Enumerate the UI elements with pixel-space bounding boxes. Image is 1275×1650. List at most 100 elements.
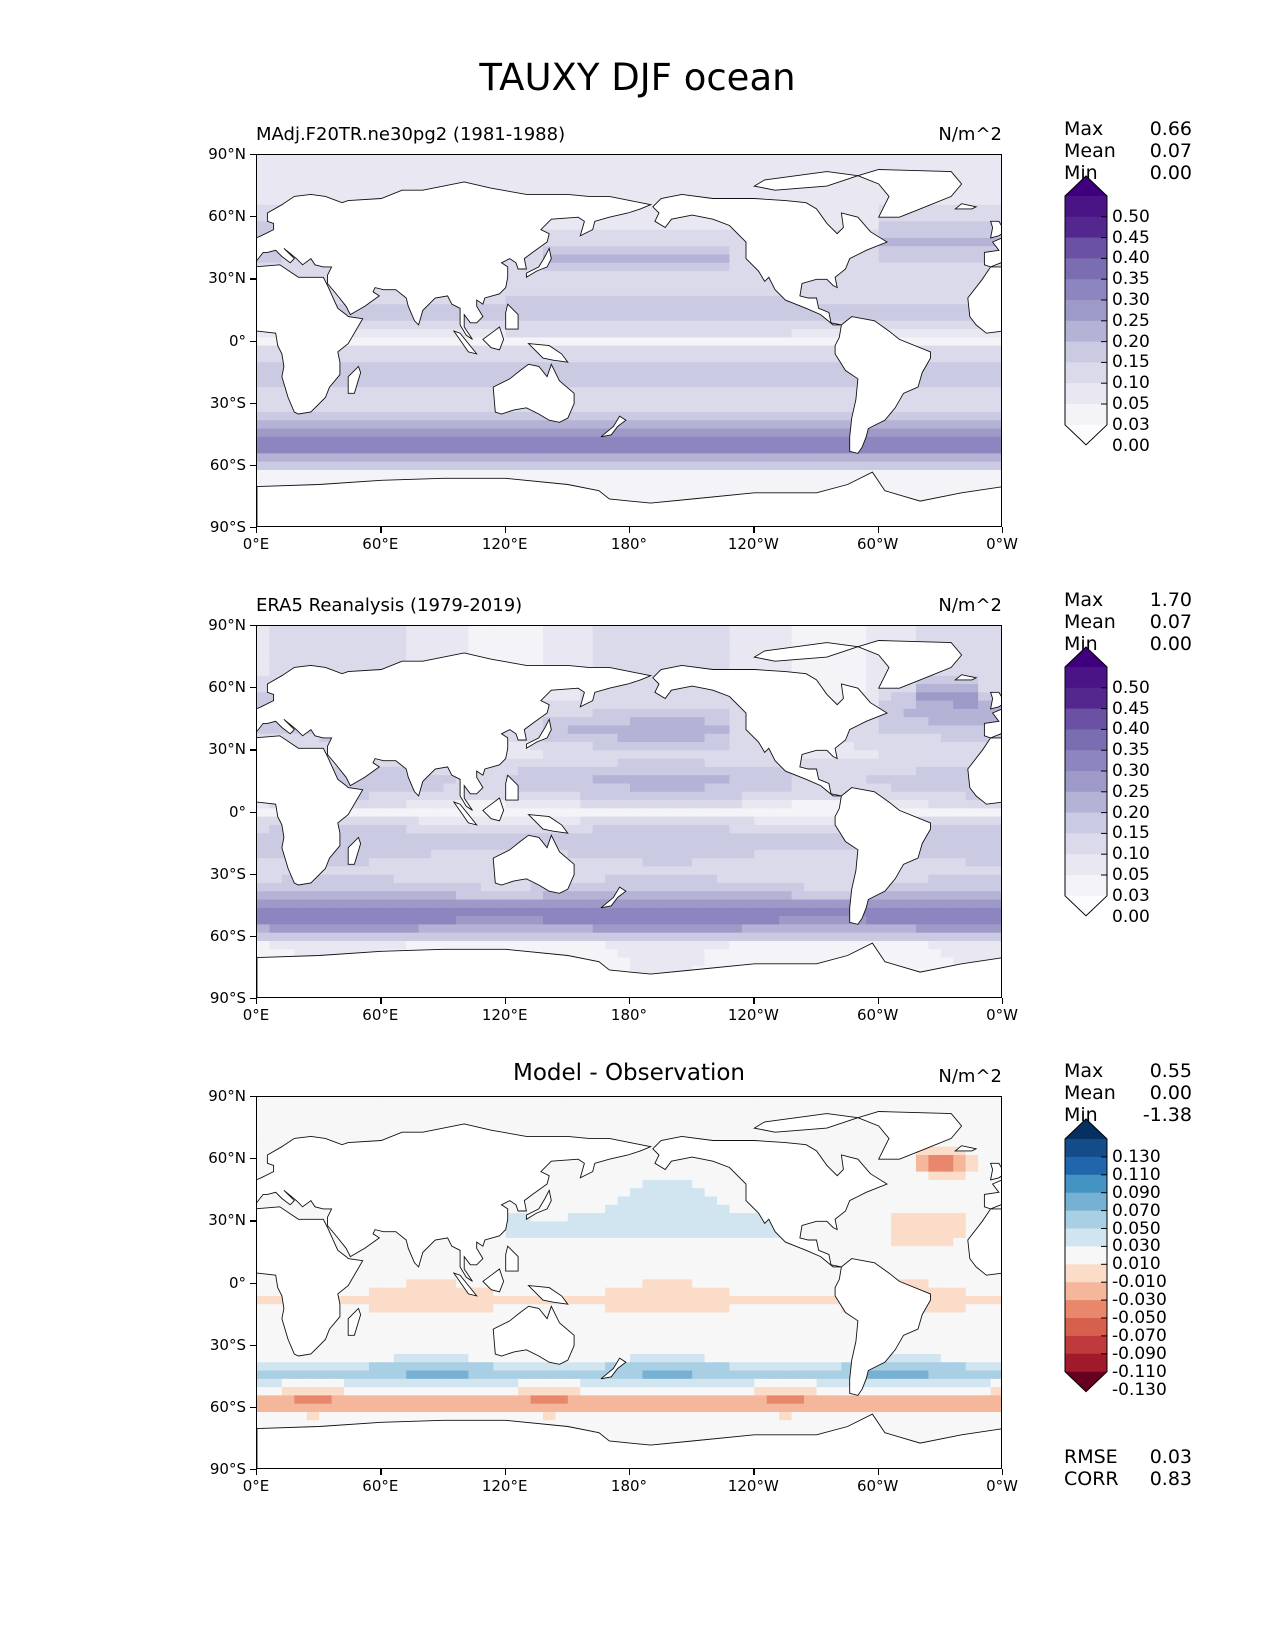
field-cell <box>915 271 929 280</box>
field-cell <box>891 800 905 809</box>
field-cell <box>393 337 407 347</box>
field-cell <box>344 808 358 818</box>
field-cell <box>344 345 358 355</box>
field-cell <box>679 882 693 892</box>
field-cell <box>592 445 606 454</box>
field-cell <box>642 874 656 884</box>
field-cell <box>891 453 905 463</box>
field-cell <box>741 882 755 892</box>
field-cell <box>518 791 532 801</box>
field-cell <box>928 411 942 421</box>
field-cell <box>580 642 594 652</box>
field-cell <box>518 461 532 471</box>
field-cell <box>281 866 295 876</box>
field-cell <box>654 824 668 834</box>
field-cell <box>915 700 929 710</box>
field-cell <box>443 155 457 164</box>
field-cell <box>630 783 644 793</box>
field-cell <box>891 700 905 710</box>
field-cell <box>331 858 345 867</box>
field-cell <box>965 874 979 884</box>
field-cell <box>306 478 320 488</box>
field-cell <box>605 395 619 405</box>
lat-tick-label: 60°S <box>209 455 246 474</box>
field-cell <box>505 287 519 297</box>
field-cell <box>555 237 569 247</box>
field-cell <box>953 841 967 851</box>
field-cell <box>828 387 842 396</box>
field-cell <box>567 221 581 231</box>
field-cell <box>953 907 967 917</box>
field-cell <box>679 469 693 479</box>
field-cell <box>480 841 494 851</box>
field-cell <box>605 420 619 430</box>
field-cell <box>406 453 420 463</box>
field-cell <box>741 155 755 164</box>
field-cell <box>853 650 867 660</box>
field-cell <box>555 924 569 934</box>
field-cell <box>903 634 917 644</box>
field-cell <box>841 196 855 206</box>
field-cell <box>704 899 718 909</box>
field-cell <box>630 478 644 488</box>
field-cell <box>717 329 731 338</box>
field-cell <box>704 816 718 826</box>
field-cell <box>866 445 880 454</box>
field-cell <box>580 345 594 355</box>
field-cell <box>754 833 768 843</box>
field-cell <box>915 916 929 925</box>
field-cell <box>940 791 954 801</box>
field-cell <box>953 882 967 892</box>
field-cell <box>766 916 780 925</box>
field-cell <box>891 478 905 488</box>
field-cell <box>692 849 706 859</box>
field-cell <box>443 775 457 785</box>
field-cell <box>642 916 656 925</box>
field-cell <box>505 469 519 479</box>
field-cell <box>754 279 768 289</box>
field-cell <box>542 899 556 909</box>
field-cell <box>418 345 432 355</box>
field-cell <box>356 461 370 471</box>
field-cell <box>617 742 631 751</box>
field-cell <box>816 659 830 669</box>
field-cell <box>779 461 793 471</box>
field-cell <box>965 659 979 669</box>
field-cell <box>630 295 644 305</box>
field-cell <box>269 370 283 380</box>
field-cell <box>654 700 668 710</box>
field-cell <box>978 675 992 685</box>
field-cell <box>605 213 619 222</box>
field-cell <box>406 163 420 173</box>
field-cell <box>915 163 929 173</box>
field-cell <box>866 733 880 743</box>
field-cell <box>542 436 556 446</box>
field-cell <box>729 304 743 314</box>
field-cell <box>915 899 929 909</box>
field-cell <box>431 642 445 652</box>
field-cell <box>940 849 954 859</box>
field-cell <box>965 684 979 693</box>
field-cell <box>580 882 594 892</box>
field-cell <box>654 469 668 479</box>
field-cell <box>257 254 271 264</box>
field-cell <box>368 907 382 917</box>
field-cell <box>617 445 631 454</box>
field-cell <box>356 445 370 454</box>
field-cell <box>729 387 743 396</box>
field-cell <box>493 899 507 909</box>
field-cell <box>580 874 594 884</box>
field-cell <box>505 742 519 751</box>
field-cell <box>406 841 420 851</box>
field-cell <box>717 486 731 496</box>
field-cell <box>679 858 693 867</box>
field-cell <box>381 626 395 635</box>
field-cell <box>940 295 954 305</box>
field-cell <box>493 353 507 363</box>
field-cell <box>729 733 743 743</box>
field-cell <box>928 916 942 925</box>
field-cell <box>679 866 693 876</box>
field-cell <box>866 659 880 669</box>
field-cell <box>679 486 693 496</box>
field-cell <box>704 469 718 479</box>
